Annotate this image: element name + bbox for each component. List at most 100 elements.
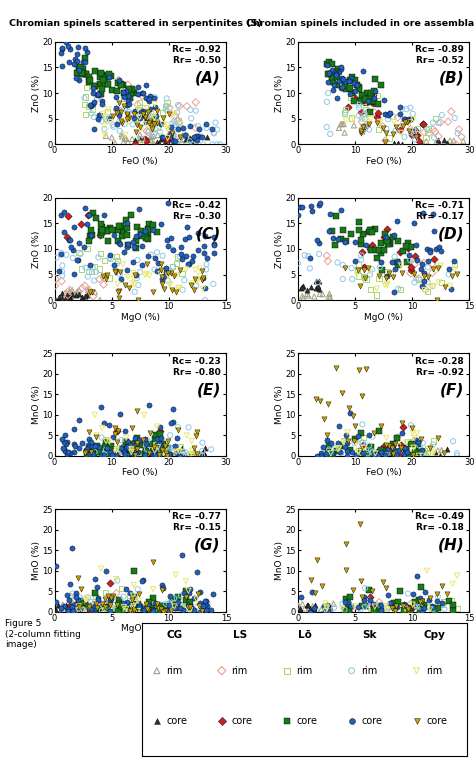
Point	[323, 58, 331, 70]
Point	[435, 130, 442, 142]
Point	[386, 597, 393, 609]
Point	[158, 444, 165, 456]
Point	[164, 435, 172, 447]
Point	[422, 283, 429, 296]
Point	[321, 605, 329, 617]
Point	[78, 597, 85, 610]
Point	[86, 448, 93, 461]
Y-axis label: MnO (%): MnO (%)	[275, 541, 284, 580]
Point	[122, 432, 130, 444]
Point	[75, 413, 83, 426]
Point	[158, 278, 165, 290]
Point	[91, 409, 99, 421]
Point	[143, 603, 151, 615]
Point	[107, 603, 115, 615]
Point	[115, 97, 122, 109]
Point	[125, 443, 132, 455]
Point	[122, 584, 130, 596]
Point	[103, 442, 110, 454]
Point	[126, 606, 133, 618]
Point	[376, 116, 384, 128]
Point	[110, 230, 118, 242]
Point	[186, 600, 194, 613]
Point	[444, 116, 452, 128]
Point	[374, 606, 382, 618]
Point	[131, 269, 138, 281]
Point	[85, 100, 92, 112]
Point	[401, 112, 409, 125]
Point	[191, 264, 199, 276]
Point	[84, 591, 92, 603]
Text: core: core	[361, 717, 383, 727]
Text: (D): (D)	[438, 226, 464, 242]
Point	[131, 279, 138, 291]
Point	[360, 97, 368, 109]
Point	[202, 263, 210, 275]
Text: Lō: Lō	[298, 629, 311, 639]
Point	[414, 446, 422, 458]
Point	[82, 448, 89, 460]
Point	[85, 600, 93, 612]
Point	[101, 586, 109, 598]
Point	[138, 239, 146, 252]
Point	[355, 446, 363, 458]
Point	[375, 425, 383, 437]
Point	[60, 206, 68, 218]
Point	[146, 399, 153, 411]
Point	[89, 448, 96, 460]
Point	[176, 264, 184, 277]
Point	[370, 95, 377, 107]
Point	[342, 83, 350, 95]
Point	[411, 133, 419, 145]
Point	[364, 107, 371, 119]
Point	[123, 264, 131, 276]
Point	[163, 93, 171, 105]
Point	[82, 598, 90, 610]
Point	[87, 439, 95, 451]
Point	[78, 291, 85, 303]
Point	[188, 445, 196, 457]
Point	[174, 283, 182, 295]
Point	[322, 448, 329, 461]
Point	[88, 286, 95, 298]
Point	[393, 432, 401, 445]
Point	[446, 280, 454, 292]
Point	[186, 604, 194, 616]
Point	[84, 217, 91, 230]
Point	[178, 252, 186, 264]
Point	[346, 81, 354, 93]
Point	[127, 603, 135, 616]
Point	[78, 263, 85, 275]
Point	[125, 599, 132, 611]
Point	[333, 79, 341, 91]
Point	[100, 448, 108, 461]
Point	[109, 432, 117, 444]
Point	[361, 600, 369, 613]
Point	[111, 422, 119, 434]
Point	[430, 435, 438, 447]
Point	[66, 447, 74, 459]
Point	[97, 401, 105, 413]
Point	[397, 442, 405, 454]
Point	[134, 81, 142, 93]
Point	[395, 449, 403, 461]
Point	[185, 231, 192, 243]
Point	[140, 109, 147, 121]
Point	[129, 602, 137, 614]
Point	[321, 413, 328, 426]
Point	[204, 597, 211, 609]
Point	[88, 446, 95, 458]
Point	[411, 124, 419, 136]
Point	[410, 435, 418, 447]
Point	[341, 437, 349, 449]
Point	[144, 598, 152, 610]
Point	[76, 61, 83, 73]
Point	[173, 106, 181, 119]
Point	[75, 64, 82, 76]
Point	[163, 97, 171, 109]
Point	[118, 128, 126, 141]
Point	[67, 43, 74, 55]
Point	[426, 603, 434, 616]
Point	[100, 70, 107, 82]
Point	[74, 604, 82, 616]
